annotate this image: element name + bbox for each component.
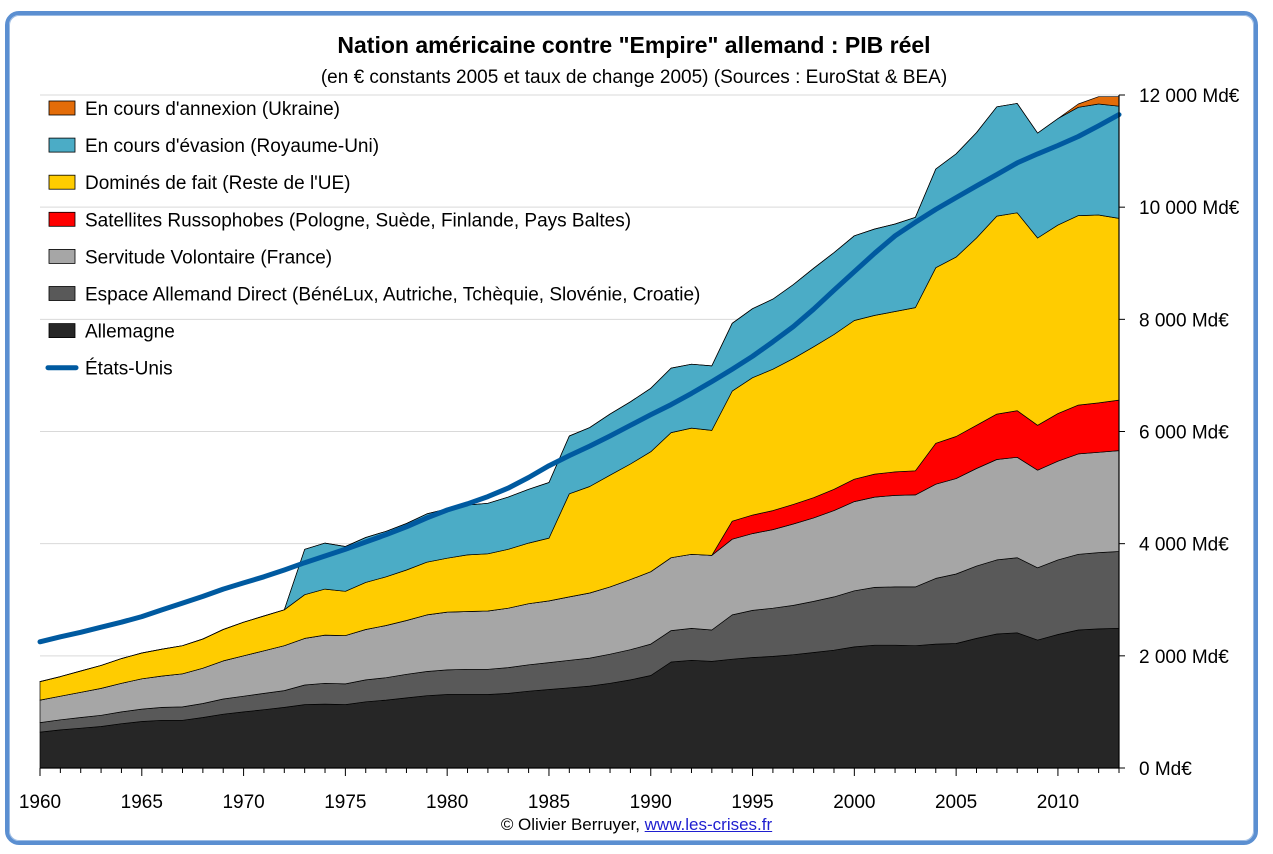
y-tick-label-0: 0 Md€	[1139, 759, 1192, 780]
legend-label-5: Espace Allemand Direct (BénéLux, Autrich…	[85, 285, 700, 306]
line-series-0	[37, 112, 1122, 645]
credit-text: © Olivier Berruyer,	[500, 815, 645, 834]
y-tick-label-1: 2 000 Md€	[1139, 647, 1229, 668]
legend-label-3: Satellites Russophobes (Pologne, Suède, …	[85, 210, 631, 231]
x-tick-label-0: 1960	[19, 792, 61, 813]
legend-swatch-4	[48, 248, 76, 264]
y-tick-label-3: 6 000 Md€	[1139, 423, 1229, 444]
x-tick-label-1: 1965	[121, 792, 163, 813]
chart-subtitle: (en € constants 2005 et taux de change 2…	[321, 67, 947, 88]
legend-label-7: États-Unis	[85, 359, 173, 380]
x-tick-label-5: 1985	[528, 792, 570, 813]
legend-label-4: Servitude Volontaire (France)	[85, 247, 332, 268]
chart-title: Nation américaine contre "Empire" allema…	[337, 32, 930, 58]
x-tick-label-4: 1980	[426, 792, 468, 813]
y-axis-ticks: 0 Md€ 2 000 Md€ 4 000 Md€ 6 000 Md€ 8 000 Md…	[1119, 86, 1240, 780]
x-tick-label-7: 1995	[731, 792, 773, 813]
x-tick-label-9: 2005	[935, 792, 977, 813]
legend-label-6: Allemagne	[85, 322, 175, 343]
legend-swatch-3	[48, 211, 76, 227]
legend-swatch-2	[48, 174, 76, 190]
x-tick-label-10: 2010	[1037, 792, 1079, 813]
x-tick-label-6: 1990	[630, 792, 672, 813]
legend-label-1: En cours d'évasion (Royaume-Uni)	[85, 136, 379, 157]
legend-swatch-0	[48, 100, 76, 116]
y-tick-label-2: 4 000 Md€	[1139, 535, 1229, 556]
x-tick-label-3: 1975	[324, 792, 366, 813]
credit-link[interactable]: www.les-crises.fr	[644, 815, 773, 834]
x-tick-label-8: 2000	[833, 792, 875, 813]
legend-label-2: Dominés de fait (Reste de l'UE)	[85, 173, 351, 194]
y-tick-label-6: 12 000 Md€	[1139, 86, 1240, 107]
legend-swatch-5	[48, 286, 76, 301]
legend-swatch-1	[48, 137, 76, 153]
y-tick-label-5: 10 000 Md€	[1139, 198, 1240, 219]
legend: En cours d'annexion (Ukraine) En cours d'…	[45, 99, 700, 380]
y-tick-label-4: 8 000 Md€	[1139, 310, 1229, 331]
line-series	[37, 112, 1122, 645]
legend-label-0: En cours d'annexion (Ukraine)	[85, 99, 340, 120]
credit-line: © Olivier Berruyer, www.les-crises.fr	[0, 815, 1273, 835]
chart-frame-inner	[9, 15, 1254, 841]
x-tick-label-2: 1970	[222, 792, 264, 813]
legend-swatch-6	[48, 323, 76, 339]
x-axis-ticks: 1960 1965 1970 1975 1980 1985 1990 1995 2000 2005…	[19, 768, 1120, 813]
